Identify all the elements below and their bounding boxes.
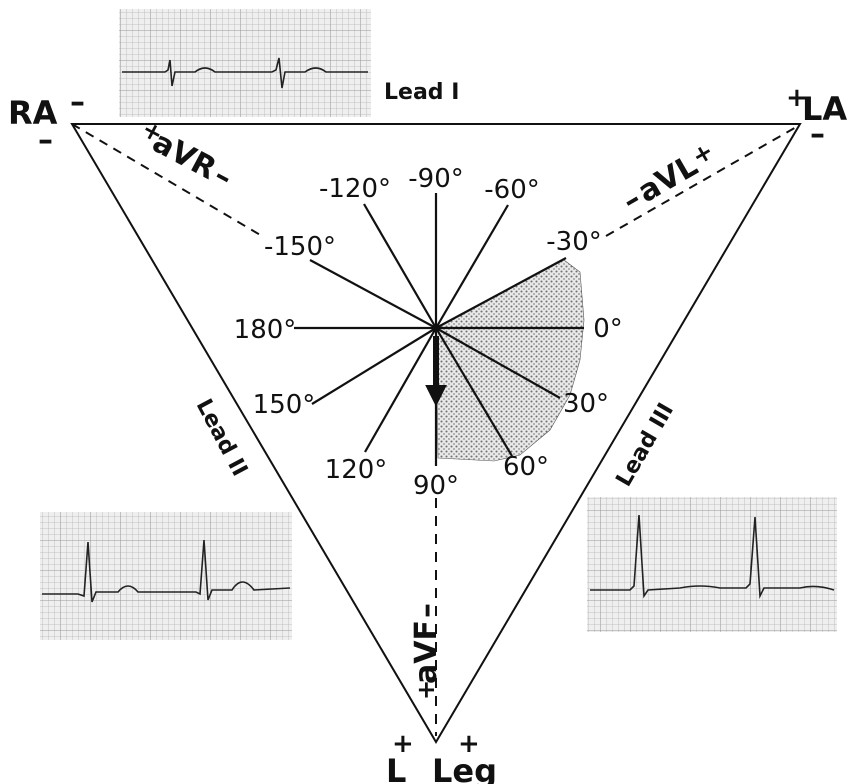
avr-label: aVR <box>147 125 222 187</box>
spoke--30 <box>435 257 567 329</box>
angle-labels: -90° -60° -30° 0° 30° 60° 90° 120° 150° … <box>234 164 623 501</box>
angle-label: 120° <box>325 455 388 485</box>
triangle-icon <box>70 123 802 744</box>
normal-axis-sector <box>435 259 585 462</box>
spoke--120 <box>363 203 437 329</box>
spoke-150 <box>311 327 437 405</box>
ecg-strip-lead2 <box>40 512 292 640</box>
avr-label-group: + aVR – <box>137 115 238 196</box>
angle-label: -120° <box>319 174 391 204</box>
electrode-label-l: L <box>386 752 406 784</box>
ecg-strip-icon <box>119 9 371 117</box>
angle-label: 60° <box>503 452 549 482</box>
spoke-60 <box>435 327 513 457</box>
electrode-label-la: LA <box>802 90 847 128</box>
angle-label: -60° <box>484 175 539 205</box>
angle-label: -90° <box>408 164 463 194</box>
avl-dashed-line <box>605 125 799 237</box>
angle-label: -30° <box>546 227 601 257</box>
leg-plus-sign-right: + <box>458 729 480 759</box>
ra-minus-sign-lead2: – <box>38 123 53 158</box>
spoke--150 <box>309 259 437 329</box>
lead-label-2: Lead II <box>191 395 252 481</box>
spoke--60 <box>435 204 509 329</box>
hexaxial-spokes <box>294 193 584 466</box>
angle-label: 90° <box>413 471 459 501</box>
electrode-label-leg: Leg <box>432 752 497 784</box>
avf-label: aVF <box>409 620 444 684</box>
lead-label-1: Lead I <box>384 80 459 105</box>
lead-label-3: Lead III <box>612 399 680 491</box>
ecg-strip-icon <box>587 497 837 632</box>
ecg-strip-icon <box>40 512 292 640</box>
spoke-120 <box>364 327 437 453</box>
angle-label: 30° <box>563 389 609 419</box>
la-minus-sign: – <box>810 117 825 152</box>
leg-plus-sign-left: + <box>392 729 414 759</box>
avf-label-group: + aVF – <box>409 603 444 700</box>
avf-plus-sign: + <box>412 680 440 700</box>
ra-minus-sign: – <box>70 85 85 120</box>
angle-label: -150° <box>264 232 336 262</box>
avr-dashed-line <box>71 123 263 237</box>
spoke-30 <box>435 327 561 399</box>
angle-label: 180° <box>234 315 297 345</box>
angle-label: 150° <box>253 390 316 420</box>
ecg-strip-lead1 <box>119 9 371 117</box>
la-plus-sign: + <box>786 83 808 113</box>
electrode-label-ra: RA <box>8 94 58 132</box>
avf-minus-sign: – <box>409 603 444 618</box>
ecg-strip-lead3 <box>587 497 837 632</box>
angle-label: 0° <box>593 314 623 344</box>
